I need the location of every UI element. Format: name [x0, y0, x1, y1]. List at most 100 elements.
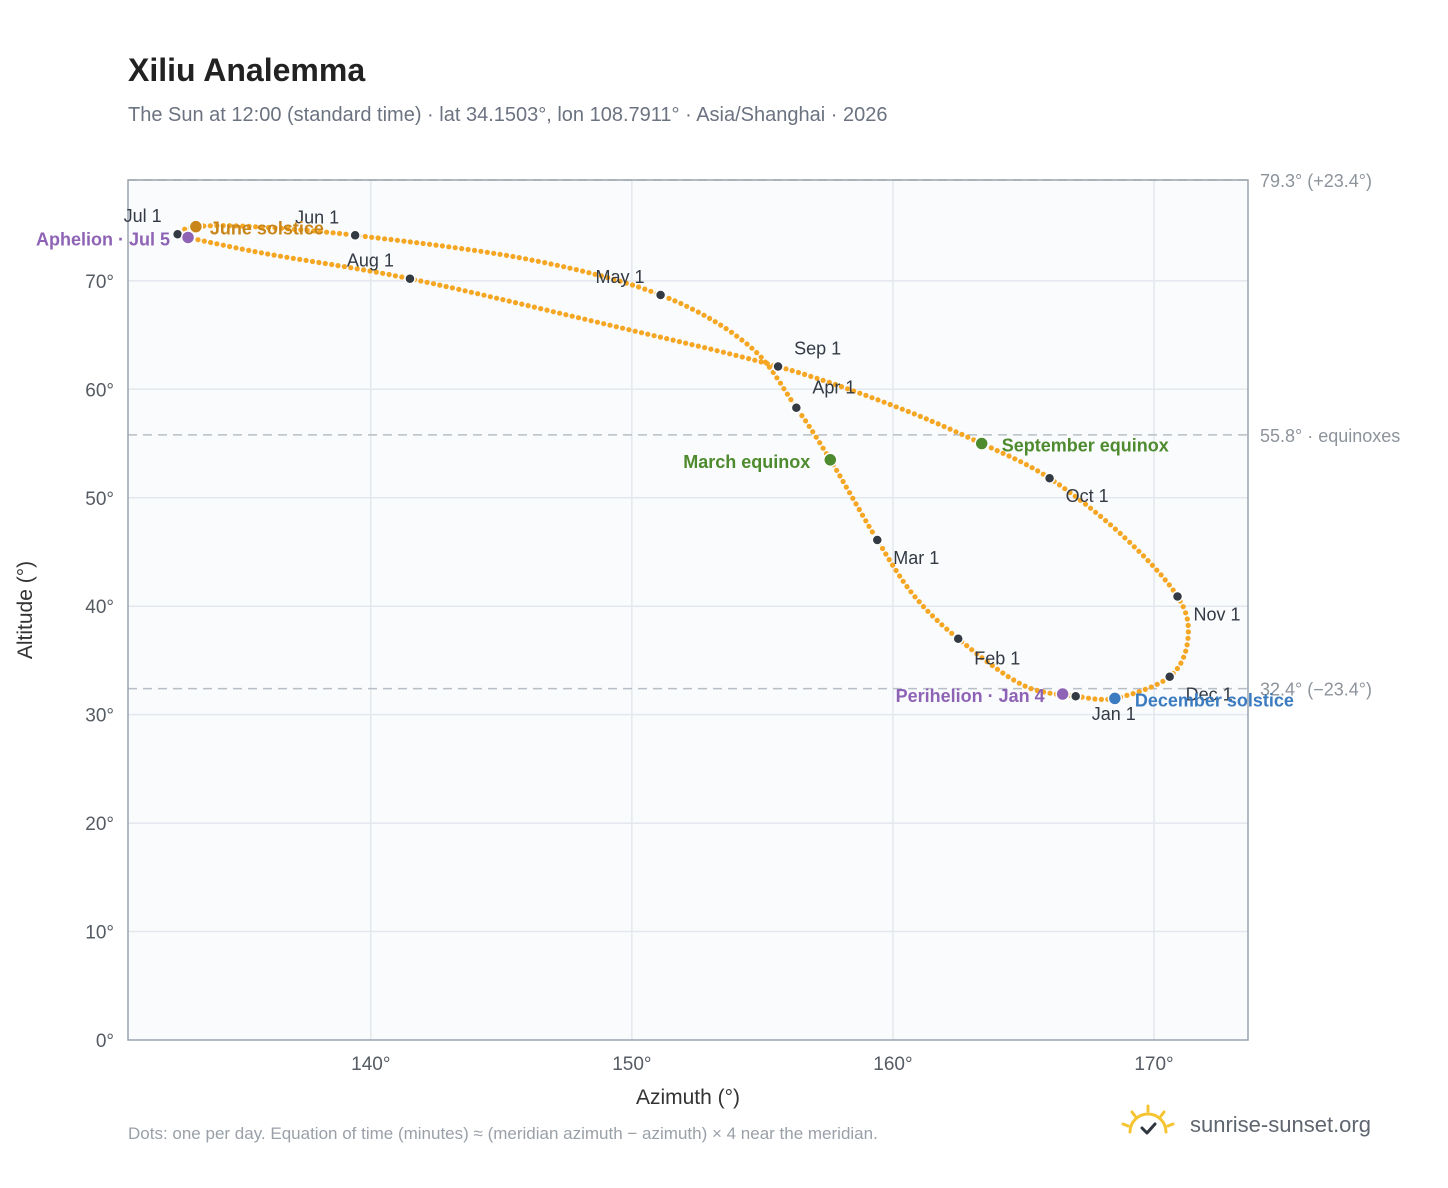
day-dot — [399, 274, 405, 280]
day-dot — [380, 270, 386, 276]
event-label: Aphelion · Jul 5 — [36, 229, 170, 249]
day-dot — [386, 271, 392, 278]
analemma-curve — [176, 223, 1191, 703]
day-dot — [329, 261, 335, 268]
day-dot — [336, 230, 343, 237]
day-dot — [1085, 695, 1092, 701]
day-dot — [554, 262, 560, 268]
day-dot — [702, 345, 708, 351]
day-dot — [866, 523, 872, 529]
day-dot — [1160, 678, 1166, 684]
day-dot — [1122, 535, 1128, 541]
day-dot — [239, 246, 245, 252]
event-markers: June solstice Aphelion · Jul 5 March equin… — [36, 219, 1294, 711]
day-dot — [414, 240, 420, 246]
day-dot — [994, 448, 1000, 454]
day-dot — [510, 253, 516, 260]
day-dot — [629, 282, 636, 288]
day-dot — [437, 282, 443, 288]
day-dot — [369, 234, 375, 240]
day-dot — [303, 257, 309, 263]
day-dot — [774, 375, 780, 381]
reference-line-label: 32.4° (−23.4°) — [1260, 680, 1372, 700]
day-dot — [739, 354, 745, 360]
day-dot — [265, 224, 272, 231]
day-dot — [284, 254, 290, 260]
day-dot — [420, 240, 426, 247]
day-dot — [645, 331, 651, 337]
day-dot — [611, 276, 617, 282]
month-label: Sep 1 — [794, 339, 841, 359]
day-dot — [727, 351, 733, 357]
day-dot — [550, 309, 556, 315]
day-dot — [744, 341, 750, 347]
day-dot — [984, 659, 990, 665]
day-dot — [1166, 582, 1172, 588]
day-dot — [626, 327, 632, 333]
day-dot — [324, 229, 330, 235]
y-tick-label: 60° — [85, 380, 114, 401]
day-dot — [500, 297, 506, 303]
day-dot — [783, 366, 789, 372]
day-dot — [529, 257, 535, 263]
day-dot — [272, 225, 278, 231]
day-dot — [535, 258, 541, 264]
day-dot — [317, 228, 323, 235]
day-dot — [1145, 558, 1151, 564]
day-dot — [291, 226, 297, 232]
day-dot — [720, 349, 727, 355]
day-dot — [362, 233, 368, 240]
day-dot — [594, 319, 601, 325]
brand[interactable]: sunrise-sunset.org — [1120, 1104, 1440, 1148]
day-dot — [969, 647, 975, 653]
day-dot — [233, 245, 239, 251]
day-dot — [678, 300, 684, 307]
day-dot — [879, 545, 886, 552]
day-dot — [497, 251, 503, 257]
day-dot — [733, 352, 739, 358]
day-dot — [929, 613, 936, 619]
day-dot — [523, 256, 529, 262]
event-marker — [823, 452, 838, 468]
day-dot — [580, 268, 586, 274]
day-dot — [1183, 648, 1189, 654]
day-dot — [407, 239, 413, 245]
day-dot — [917, 413, 923, 419]
day-dot — [290, 255, 296, 261]
y-tick-label: 40° — [85, 597, 114, 618]
day-dot — [246, 223, 252, 229]
day-dot — [642, 286, 648, 292]
day-dot — [259, 224, 265, 230]
day-dot — [462, 288, 468, 294]
day-dot — [683, 340, 689, 346]
day-dot — [563, 312, 569, 318]
brand-name: sunrise-sunset.org — [1190, 1112, 1371, 1137]
day-dot — [424, 279, 430, 285]
day-dot — [666, 295, 672, 301]
day-dot — [456, 286, 462, 292]
day-dot — [718, 322, 724, 328]
day-dot — [271, 252, 277, 258]
day-dot — [1136, 689, 1142, 695]
day-dot — [1154, 567, 1160, 573]
day-dot — [519, 301, 525, 307]
day-dot — [851, 388, 857, 394]
day-dot — [784, 391, 791, 397]
day-dot — [795, 369, 802, 376]
day-dot — [632, 328, 638, 334]
day-dot — [863, 518, 869, 524]
day-dot — [820, 377, 826, 383]
plot-frame — [127, 179, 1249, 1041]
day-dot — [265, 251, 271, 257]
day-dot — [728, 329, 735, 335]
footnote: Dots: one per day. Equation of time (min… — [128, 1124, 878, 1143]
day-dot — [979, 655, 985, 661]
event-marker — [1107, 691, 1123, 706]
day-dot — [538, 306, 544, 312]
day-dot — [1112, 526, 1118, 532]
day-dot — [304, 227, 310, 233]
day-dot — [1067, 489, 1073, 496]
day-dot — [939, 622, 945, 628]
day-dot — [430, 281, 437, 287]
